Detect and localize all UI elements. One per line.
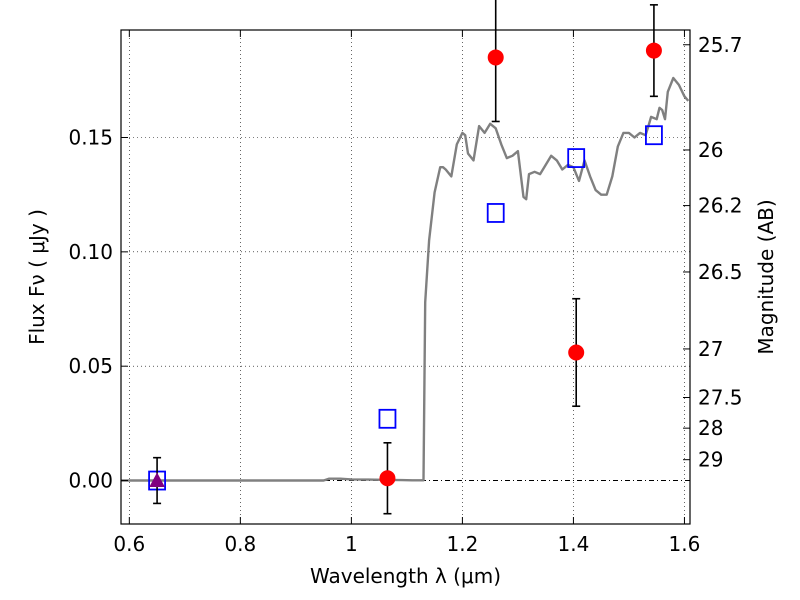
right-tick-label: 26.2 bbox=[698, 194, 743, 218]
markers bbox=[148, 0, 663, 515]
y-axis-title: Flux Fν ( μJy ) bbox=[25, 209, 49, 345]
right-tick-label: 25.7 bbox=[698, 33, 743, 57]
x-tick-label: 1.6 bbox=[669, 532, 701, 556]
x-tick-label: 1.2 bbox=[446, 532, 478, 556]
plot-frame bbox=[120, 29, 691, 525]
y-tick-label: 0.00 bbox=[68, 469, 113, 493]
right-tick-label: 27 bbox=[698, 337, 723, 361]
observed-flux-point bbox=[645, 42, 662, 59]
x-tick-label: 0.6 bbox=[113, 532, 145, 556]
right-tick-label: 27.5 bbox=[698, 386, 743, 410]
y-tick-label: 0.05 bbox=[68, 354, 113, 378]
x-tick-label: 1 bbox=[345, 532, 358, 556]
observed-flux-point bbox=[379, 470, 396, 487]
right-tick-label: 29 bbox=[698, 448, 723, 472]
observed-flux-point bbox=[487, 49, 504, 66]
right-tick-label: 26.5 bbox=[698, 260, 743, 284]
right-tick-label: 28 bbox=[698, 416, 723, 440]
model-flux-square bbox=[378, 408, 397, 429]
right-axis-title: Magnitude (AB) bbox=[754, 199, 778, 354]
model-flux-square bbox=[486, 203, 505, 223]
observed-flux-point bbox=[568, 344, 585, 361]
model-flux-square bbox=[645, 125, 663, 146]
sed-model-line bbox=[121, 76, 690, 482]
y-tick-label: 0.10 bbox=[68, 240, 113, 264]
x-tick-label: 1.4 bbox=[558, 532, 590, 556]
right-tick-label: 26 bbox=[698, 138, 723, 162]
upper-limit-triangle bbox=[149, 472, 165, 488]
ticks: 0.6 0.8 1 1.2 1.4 1.6 0.00 0.05 0.10 0.15 25.7 26 26… bbox=[68, 30, 743, 556]
gridlines bbox=[121, 30, 690, 524]
plot-area bbox=[121, 76, 690, 482]
model-flux-square bbox=[567, 148, 586, 168]
x-axis-title: Wavelength λ (μm) bbox=[310, 564, 501, 588]
y-tick-label: 0.15 bbox=[68, 125, 113, 149]
x-tick-label: 0.8 bbox=[224, 532, 256, 556]
